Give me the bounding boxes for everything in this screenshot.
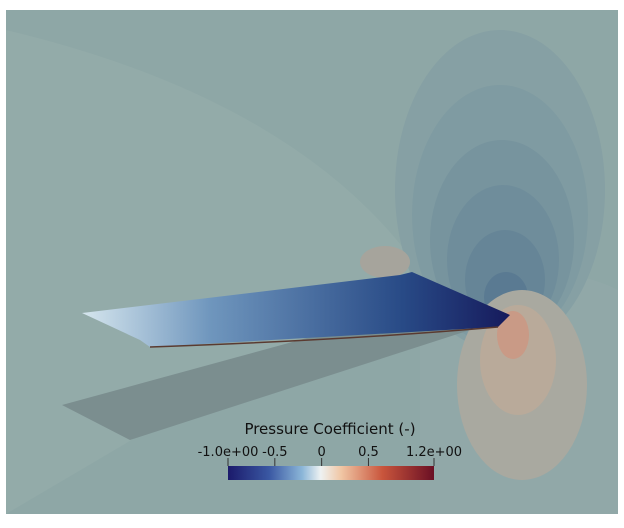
tick-label: -1.0e+00 xyxy=(198,445,259,460)
visualization: Pressure Coefficient (-) -1.0e+00-0.5 0 0.… xyxy=(0,0,624,524)
colorbar xyxy=(228,466,434,480)
flow-field xyxy=(6,10,618,514)
tick-label: 1.2e+00 xyxy=(406,445,462,460)
tick-label: 0.5 xyxy=(358,445,379,460)
tick-label: -0.5 xyxy=(262,445,287,460)
tick-label: 0 xyxy=(317,445,325,460)
colorbar-title: Pressure Coefficient (-) xyxy=(244,420,415,438)
